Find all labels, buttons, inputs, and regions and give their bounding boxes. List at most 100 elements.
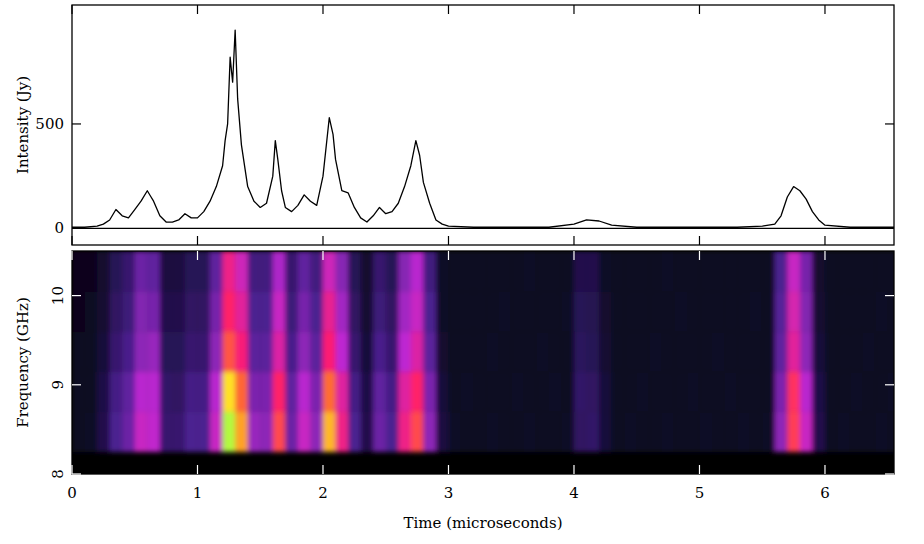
heatmap-cell	[160, 331, 173, 371]
heatmap-cell	[474, 412, 487, 452]
x-tick	[197, 236, 198, 245]
heatmap-cell	[461, 291, 474, 331]
x-tick	[322, 5, 323, 14]
y-axis-title: Intensity (Jy)	[14, 76, 32, 174]
heatmap-cell	[725, 291, 738, 331]
heatmap-cell	[172, 291, 185, 331]
heatmap-cell	[197, 251, 210, 291]
x-tick	[71, 465, 72, 474]
heatmap-cell	[637, 371, 650, 411]
heatmap-cell	[348, 412, 361, 452]
x-tick	[197, 5, 198, 14]
heatmap-cell	[750, 251, 763, 291]
heatmap-cell	[273, 251, 286, 291]
heatmap-cell	[725, 412, 738, 452]
heatmap-cell	[624, 251, 637, 291]
heatmap-cell	[524, 291, 537, 331]
x-tick	[573, 251, 574, 260]
heatmap-cell	[875, 331, 888, 371]
heatmap-cell	[812, 251, 825, 291]
heatmap-cell	[248, 291, 261, 331]
heatmap-cell	[574, 371, 587, 411]
heatmap-cell	[775, 371, 788, 411]
heatmap-cell	[863, 251, 876, 291]
x-tick-label: 2	[318, 484, 328, 502]
heatmap-cell	[762, 371, 775, 411]
heatmap-cell	[172, 251, 185, 291]
heatmap-cell	[850, 251, 863, 291]
y-tick-label: 0	[54, 219, 64, 237]
heatmap-cell	[448, 412, 461, 452]
heatmap-cell	[662, 331, 675, 371]
heatmap-cell	[260, 412, 273, 452]
heatmap-cell	[248, 251, 261, 291]
heatmap-cell	[398, 251, 411, 291]
x-tick	[824, 236, 825, 245]
heatmap-cell	[524, 371, 537, 411]
heatmap-cell	[838, 251, 851, 291]
x-tick	[824, 5, 825, 14]
heatmap-cell	[97, 331, 110, 371]
heatmap-cell	[147, 412, 160, 452]
heatmap-cell	[812, 412, 825, 452]
heatmap-cell	[323, 331, 336, 371]
heatmap-cell	[248, 371, 261, 411]
y-tick	[885, 295, 894, 296]
heatmap-cell	[348, 291, 361, 331]
heatmap-cell	[235, 251, 248, 291]
heatmap-cell	[863, 371, 876, 411]
heatmap-cell	[875, 251, 888, 291]
heatmap-cell	[97, 412, 110, 452]
heatmap-cell	[800, 291, 813, 331]
heatmap-cell	[411, 412, 424, 452]
heatmap-cell	[674, 371, 687, 411]
heatmap-cell	[662, 291, 675, 331]
heatmap-cell	[599, 371, 612, 411]
heatmap-cell	[787, 331, 800, 371]
heatmap-cell	[248, 412, 261, 452]
heatmap-cell	[587, 331, 600, 371]
heatmap-cell	[499, 412, 512, 452]
heatmap-cell	[323, 412, 336, 452]
heatmap-cell	[373, 412, 386, 452]
heatmap-cell	[185, 291, 198, 331]
heatmap-cell	[210, 251, 223, 291]
heatmap-cell	[549, 331, 562, 371]
heatmap-cell	[461, 412, 474, 452]
heatmap-cell	[687, 371, 700, 411]
heatmap-cell	[524, 251, 537, 291]
heatmap-cell	[863, 412, 876, 452]
heatmap-cell	[511, 251, 524, 291]
heatmap-cell	[775, 291, 788, 331]
heatmap-cell	[875, 371, 888, 411]
heatmap-cell	[97, 371, 110, 411]
heatmap-cell	[386, 371, 399, 411]
heatmap-cell	[285, 331, 298, 371]
heatmap-cell	[185, 412, 198, 452]
heatmap-cell	[235, 331, 248, 371]
heatmap-cell	[662, 251, 675, 291]
y-tick-label: 8	[49, 469, 67, 479]
heatmap-cell	[850, 412, 863, 452]
heatmap-cell	[574, 412, 587, 452]
x-tick	[71, 251, 72, 260]
heatmap-cell	[72, 331, 85, 371]
heatmap-cell	[147, 331, 160, 371]
heatmap-cell	[712, 331, 725, 371]
heatmap-cell	[110, 251, 123, 291]
heatmap-cell	[448, 331, 461, 371]
heatmap-cell	[486, 291, 499, 331]
heatmap-cell	[561, 251, 574, 291]
heatmap-cell	[235, 412, 248, 452]
heatmap-cell	[486, 412, 499, 452]
plot-background	[72, 251, 894, 474]
heatmap-cell	[649, 291, 662, 331]
heatmap-cell	[147, 371, 160, 411]
heatmap-cell	[185, 331, 198, 371]
heatmap-cell	[737, 291, 750, 331]
heatmap-cell	[838, 331, 851, 371]
heatmap-cell	[725, 331, 738, 371]
heatmap-cell	[160, 291, 173, 331]
heatmap-cell	[762, 251, 775, 291]
heatmap-cell	[461, 251, 474, 291]
